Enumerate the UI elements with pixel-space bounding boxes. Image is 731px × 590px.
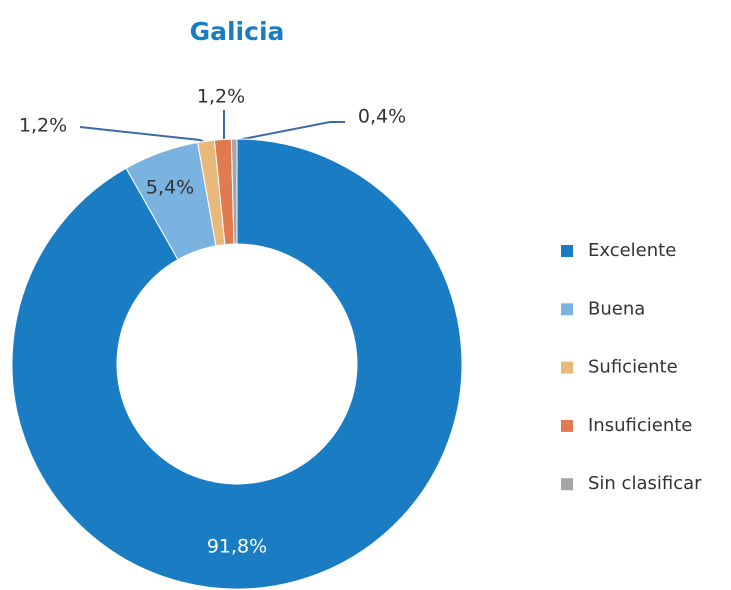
data-label: 91,8% (207, 536, 267, 558)
legend-swatch (561, 245, 573, 257)
legend-label: Excelente (588, 240, 676, 261)
legend-label: Insuficiente (588, 415, 692, 436)
legend-swatch (561, 361, 573, 374)
leader-line (79, 126, 211, 146)
data-label: 1,2% (197, 86, 245, 108)
legend-swatch (561, 419, 573, 432)
legend-label: Buena (588, 298, 645, 319)
data-label: 5,4% (146, 177, 194, 199)
leader-line (237, 121, 345, 141)
chart-title: Galicia (190, 17, 285, 46)
donut-segment (11, 138, 463, 590)
donut-segment (230, 138, 238, 245)
leader-lines (79, 110, 345, 146)
legend-label: Sin clasificar (588, 473, 702, 494)
legend-label: Suficiente (588, 357, 678, 378)
legend-swatch (561, 303, 573, 316)
data-label: 0,4% (358, 106, 406, 128)
data-label: 1,2% (19, 115, 67, 137)
legend-swatch (561, 478, 573, 491)
